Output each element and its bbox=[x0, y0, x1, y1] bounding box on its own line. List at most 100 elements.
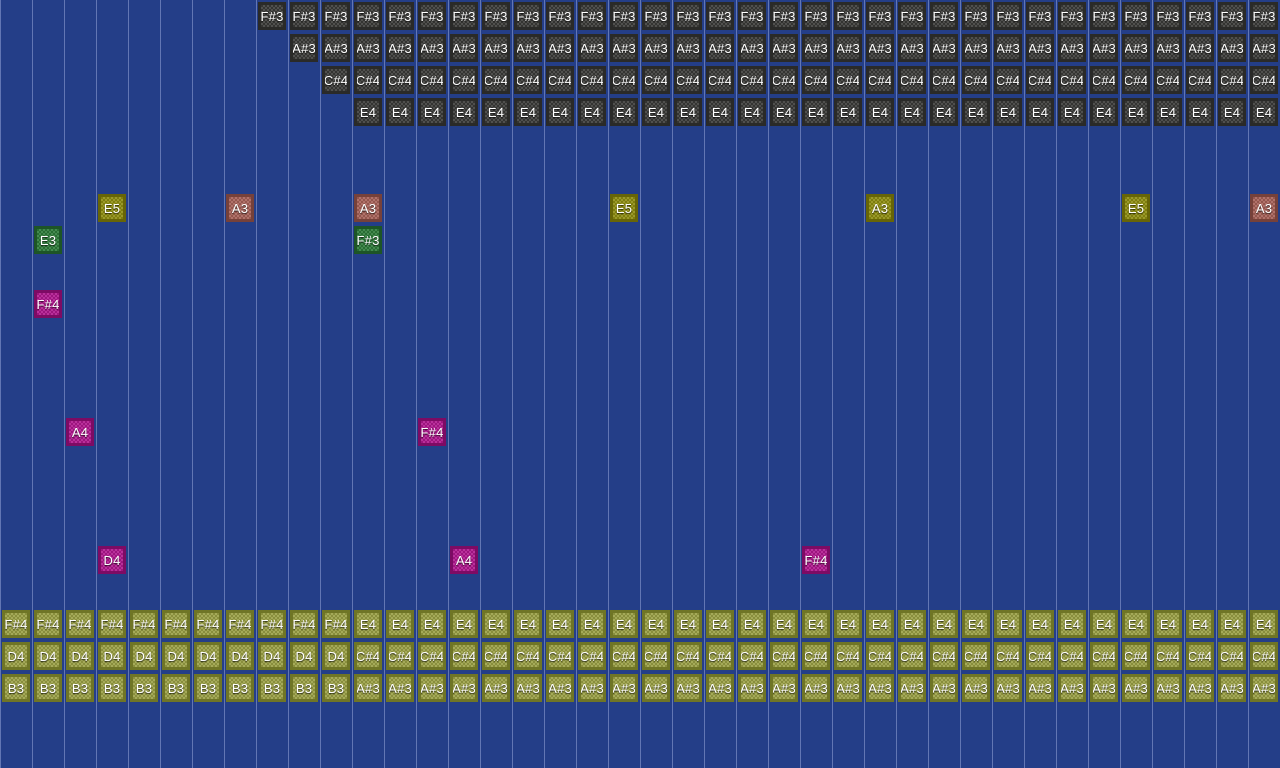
note-cell[interactable]: C#4 bbox=[738, 66, 766, 94]
note-cell[interactable]: F#3 bbox=[1250, 2, 1278, 30]
note-cell[interactable]: A#3 bbox=[930, 674, 958, 702]
note-cell[interactable]: D4 bbox=[290, 642, 318, 670]
note-cell[interactable]: C#4 bbox=[1250, 642, 1278, 670]
note-cell[interactable]: C#4 bbox=[1090, 642, 1118, 670]
note-cell[interactable]: D4 bbox=[258, 642, 286, 670]
note-cell[interactable]: A#3 bbox=[962, 34, 990, 62]
note-cell[interactable]: E4 bbox=[898, 610, 926, 638]
note-cell[interactable]: A#3 bbox=[674, 674, 702, 702]
note-cell[interactable]: A#3 bbox=[770, 674, 798, 702]
note-cell[interactable]: A#3 bbox=[802, 34, 830, 62]
note-cell[interactable]: B3 bbox=[98, 674, 126, 702]
note-cell[interactable]: C#4 bbox=[898, 66, 926, 94]
note-cell[interactable]: E4 bbox=[610, 98, 638, 126]
note-cell[interactable]: F#4 bbox=[98, 610, 126, 638]
note-cell[interactable]: A#3 bbox=[1186, 34, 1214, 62]
note-cell[interactable]: E4 bbox=[482, 98, 510, 126]
note-cell[interactable]: C#4 bbox=[418, 66, 446, 94]
note-cell[interactable]: E4 bbox=[930, 610, 958, 638]
note-cell[interactable]: A#3 bbox=[1154, 34, 1182, 62]
note-cell[interactable]: E4 bbox=[1026, 610, 1054, 638]
note-cell[interactable]: E4 bbox=[930, 98, 958, 126]
note-cell[interactable]: C#4 bbox=[354, 642, 382, 670]
note-cell[interactable]: F#4 bbox=[34, 610, 62, 638]
note-cell[interactable]: A#3 bbox=[706, 674, 734, 702]
note-cell[interactable]: C#4 bbox=[898, 642, 926, 670]
note-cell[interactable]: F#3 bbox=[866, 2, 894, 30]
note-cell[interactable]: E4 bbox=[514, 98, 542, 126]
note-block[interactable]: F#4 bbox=[802, 546, 830, 574]
note-block[interactable]: E5 bbox=[98, 194, 126, 222]
note-cell[interactable]: F#4 bbox=[162, 610, 190, 638]
note-cell[interactable]: C#4 bbox=[802, 642, 830, 670]
note-cell[interactable]: A#3 bbox=[418, 34, 446, 62]
note-cell[interactable]: F#3 bbox=[994, 2, 1022, 30]
note-cell[interactable]: C#4 bbox=[834, 642, 862, 670]
note-cell[interactable]: D4 bbox=[34, 642, 62, 670]
note-cell[interactable]: A#3 bbox=[1154, 674, 1182, 702]
note-cell[interactable]: A#3 bbox=[866, 34, 894, 62]
note-cell[interactable]: C#4 bbox=[578, 66, 606, 94]
note-cell[interactable]: E4 bbox=[386, 610, 414, 638]
note-cell[interactable]: A#3 bbox=[386, 674, 414, 702]
note-cell[interactable]: D4 bbox=[162, 642, 190, 670]
note-cell[interactable]: F#3 bbox=[930, 2, 958, 30]
note-cell[interactable]: F#3 bbox=[418, 2, 446, 30]
note-cell[interactable]: B3 bbox=[130, 674, 158, 702]
note-cell[interactable]: D4 bbox=[322, 642, 350, 670]
note-cell[interactable]: E4 bbox=[1058, 610, 1086, 638]
note-cell[interactable]: C#4 bbox=[706, 66, 734, 94]
note-cell[interactable]: C#4 bbox=[386, 66, 414, 94]
note-cell[interactable]: F#4 bbox=[130, 610, 158, 638]
note-cell[interactable]: A#3 bbox=[482, 34, 510, 62]
note-cell[interactable]: A#3 bbox=[802, 674, 830, 702]
note-cell[interactable]: A#3 bbox=[738, 674, 766, 702]
note-cell[interactable]: E4 bbox=[994, 610, 1022, 638]
note-cell[interactable]: A#3 bbox=[578, 34, 606, 62]
note-cell[interactable]: C#4 bbox=[674, 642, 702, 670]
note-cell[interactable]: E4 bbox=[1218, 98, 1246, 126]
note-block[interactable]: E5 bbox=[610, 194, 638, 222]
note-cell[interactable]: C#4 bbox=[1058, 642, 1086, 670]
note-cell[interactable]: F#3 bbox=[1186, 2, 1214, 30]
note-cell[interactable]: F#3 bbox=[1218, 2, 1246, 30]
note-cell[interactable]: C#4 bbox=[770, 66, 798, 94]
note-cell[interactable]: F#3 bbox=[450, 2, 478, 30]
note-cell[interactable]: F#3 bbox=[386, 2, 414, 30]
note-cell[interactable]: C#4 bbox=[1218, 66, 1246, 94]
note-cell[interactable]: C#4 bbox=[1250, 66, 1278, 94]
note-cell[interactable]: C#4 bbox=[1026, 642, 1054, 670]
note-cell[interactable]: E4 bbox=[354, 98, 382, 126]
note-block[interactable]: E5 bbox=[1122, 194, 1150, 222]
note-cell[interactable]: E4 bbox=[834, 610, 862, 638]
note-cell[interactable]: E4 bbox=[546, 610, 574, 638]
note-cell[interactable]: A#3 bbox=[1218, 674, 1246, 702]
note-cell[interactable]: C#4 bbox=[1186, 66, 1214, 94]
note-cell[interactable]: A#3 bbox=[642, 34, 670, 62]
note-cell[interactable]: C#4 bbox=[1154, 66, 1182, 94]
note-cell[interactable]: A#3 bbox=[450, 34, 478, 62]
note-cell[interactable]: C#4 bbox=[738, 642, 766, 670]
note-cell[interactable]: D4 bbox=[2, 642, 30, 670]
note-cell[interactable]: E4 bbox=[770, 98, 798, 126]
note-cell[interactable]: A#3 bbox=[578, 674, 606, 702]
note-cell[interactable]: C#4 bbox=[770, 642, 798, 670]
note-cell[interactable]: A#3 bbox=[738, 34, 766, 62]
note-cell[interactable]: E4 bbox=[962, 98, 990, 126]
note-cell[interactable]: A#3 bbox=[898, 674, 926, 702]
note-cell[interactable]: E4 bbox=[738, 98, 766, 126]
note-cell[interactable]: A#3 bbox=[482, 674, 510, 702]
note-cell[interactable]: A#3 bbox=[994, 34, 1022, 62]
note-cell[interactable]: C#4 bbox=[1090, 66, 1118, 94]
note-cell[interactable]: F#3 bbox=[1058, 2, 1086, 30]
note-cell[interactable]: B3 bbox=[162, 674, 190, 702]
note-cell[interactable]: E4 bbox=[386, 98, 414, 126]
note-cell[interactable]: C#4 bbox=[610, 642, 638, 670]
note-cell[interactable]: F#3 bbox=[290, 2, 318, 30]
note-cell[interactable]: F#3 bbox=[354, 2, 382, 30]
note-cell[interactable]: A#3 bbox=[1218, 34, 1246, 62]
note-block[interactable]: E3 bbox=[34, 226, 62, 254]
note-cell[interactable]: C#4 bbox=[834, 66, 862, 94]
note-cell[interactable]: E4 bbox=[450, 610, 478, 638]
